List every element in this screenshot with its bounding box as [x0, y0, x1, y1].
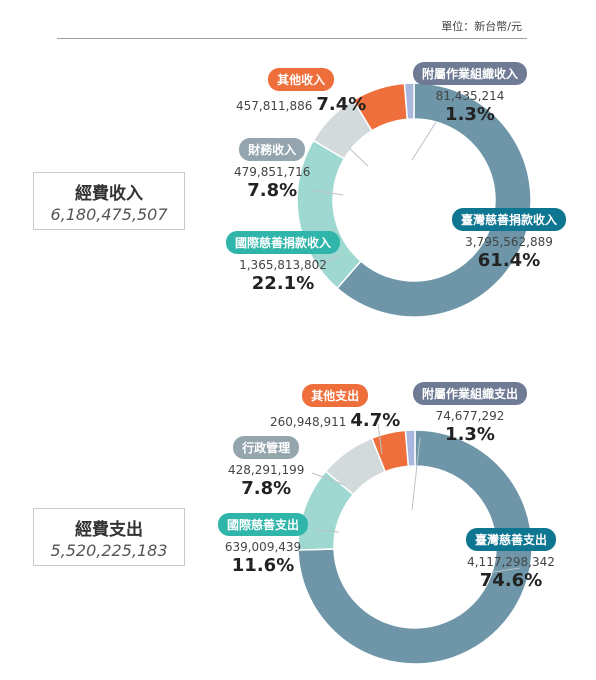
- income-leader-line: [348, 147, 369, 167]
- expense-other-amount: 260,948,911: [270, 415, 347, 429]
- income-slice-taiwan: [336, 82, 532, 318]
- income-title: 經費收入: [75, 184, 143, 204]
- income-affiliated-amount: 81,435,214: [435, 89, 505, 103]
- income-international-amount: 1,365,813,802: [239, 258, 327, 272]
- income-taiwan-percent: 61.4%: [477, 250, 541, 271]
- label-income-finance: 財務收入 479,851,716 7.8%: [234, 138, 310, 201]
- income-affiliated-pill: 附屬作業組織收入: [413, 62, 528, 85]
- expense-affiliated-pill: 附屬作業組織支出: [413, 382, 528, 405]
- income-finance-amount: 479,851,716: [234, 165, 311, 179]
- label-income-taiwan: 臺灣慈善捐款收入 3,795,562,889 61.4%: [452, 208, 567, 271]
- expense-taiwan-pill: 臺灣慈善支出: [466, 528, 557, 551]
- expense-title: 經費支出: [75, 520, 143, 540]
- label-income-other: 其他收入 457,811,886 7.4%: [236, 68, 366, 115]
- label-expense-admin: 行政管理 428,291,199 7.8%: [228, 436, 304, 499]
- income-other-values: 457,811,886 7.4%: [236, 94, 366, 115]
- income-total: 6,180,475,507: [50, 205, 168, 224]
- income-leader-line: [317, 254, 341, 267]
- label-expense-international: 國際慈善支出 639,009,439 11.6%: [218, 513, 309, 576]
- expense-leader-line: [377, 423, 383, 455]
- expense-other-values: 260,948,911 4.7%: [270, 410, 400, 431]
- label-expense-affiliated: 附屬作業組織支出 74,677,292 1.3%: [413, 382, 528, 445]
- expense-admin-percent: 7.8%: [241, 478, 292, 499]
- label-expense-other: 其他支出 260,948,911 4.7%: [270, 384, 400, 431]
- top-divider: [57, 38, 527, 39]
- income-taiwan-pill: 臺灣慈善捐款收入: [452, 208, 567, 231]
- expense-international-amount: 639,009,439: [224, 540, 302, 554]
- label-income-affiliated: 附屬作業組織收入 81,435,214 1.3%: [413, 62, 528, 125]
- income-taiwan-amount: 3,795,562,889: [465, 235, 553, 249]
- expense-total: 5,520,225,183: [50, 541, 168, 560]
- income-chart: 經費收入 6,180,475,507 附屬作業組織收入 81,435,214 1…: [0, 40, 596, 360]
- expense-taiwan-percent: 74.6%: [479, 570, 543, 591]
- income-other-percent: 7.4%: [316, 94, 367, 115]
- expense-affiliated-percent: 1.3%: [445, 424, 495, 445]
- income-international-percent: 22.1%: [251, 273, 315, 294]
- income-leader-line: [311, 189, 344, 196]
- expense-leader-line: [492, 567, 521, 573]
- expense-affiliated-amount: 74,677,292: [435, 409, 505, 423]
- income-finance-percent: 7.8%: [247, 180, 298, 201]
- income-slice-affiliated: [403, 82, 415, 121]
- expense-leader-line: [311, 472, 346, 486]
- income-other-pill: 其他收入: [268, 68, 335, 91]
- expense-admin-pill: 行政管理: [233, 436, 300, 459]
- expense-international-percent: 11.6%: [231, 555, 295, 576]
- income-other-amount: 457,811,886: [236, 99, 313, 113]
- expense-total-box: 經費支出 5,520,225,183: [33, 508, 185, 566]
- label-expense-taiwan: 臺灣慈善支出 4,117,298,342 74.6%: [466, 528, 557, 591]
- label-income-international: 國際慈善捐款收入 1,365,813,802 22.1%: [226, 231, 341, 294]
- expense-chart: 經費支出 5,520,225,183 附屬作業組織支出 74,677,292 1…: [0, 360, 596, 680]
- expense-leader-line: [411, 437, 421, 511]
- income-international-pill: 國際慈善捐款收入: [226, 231, 341, 254]
- expense-other-pill: 其他支出: [302, 384, 369, 407]
- income-total-box: 經費收入 6,180,475,507: [33, 172, 185, 230]
- income-affiliated-percent: 1.3%: [445, 104, 495, 125]
- expense-admin-amount: 428,291,199: [228, 463, 305, 477]
- expense-slice-affiliated: [404, 429, 416, 468]
- income-leader-line: [411, 121, 437, 161]
- expense-leader-line: [314, 529, 340, 533]
- expense-international-pill: 國際慈善支出: [218, 513, 309, 536]
- expense-other-percent: 4.7%: [350, 410, 401, 431]
- unit-label: 單位：新台幣/元: [441, 20, 522, 33]
- income-finance-pill: 財務收入: [239, 138, 306, 161]
- expense-taiwan-amount: 4,117,298,342: [467, 555, 555, 569]
